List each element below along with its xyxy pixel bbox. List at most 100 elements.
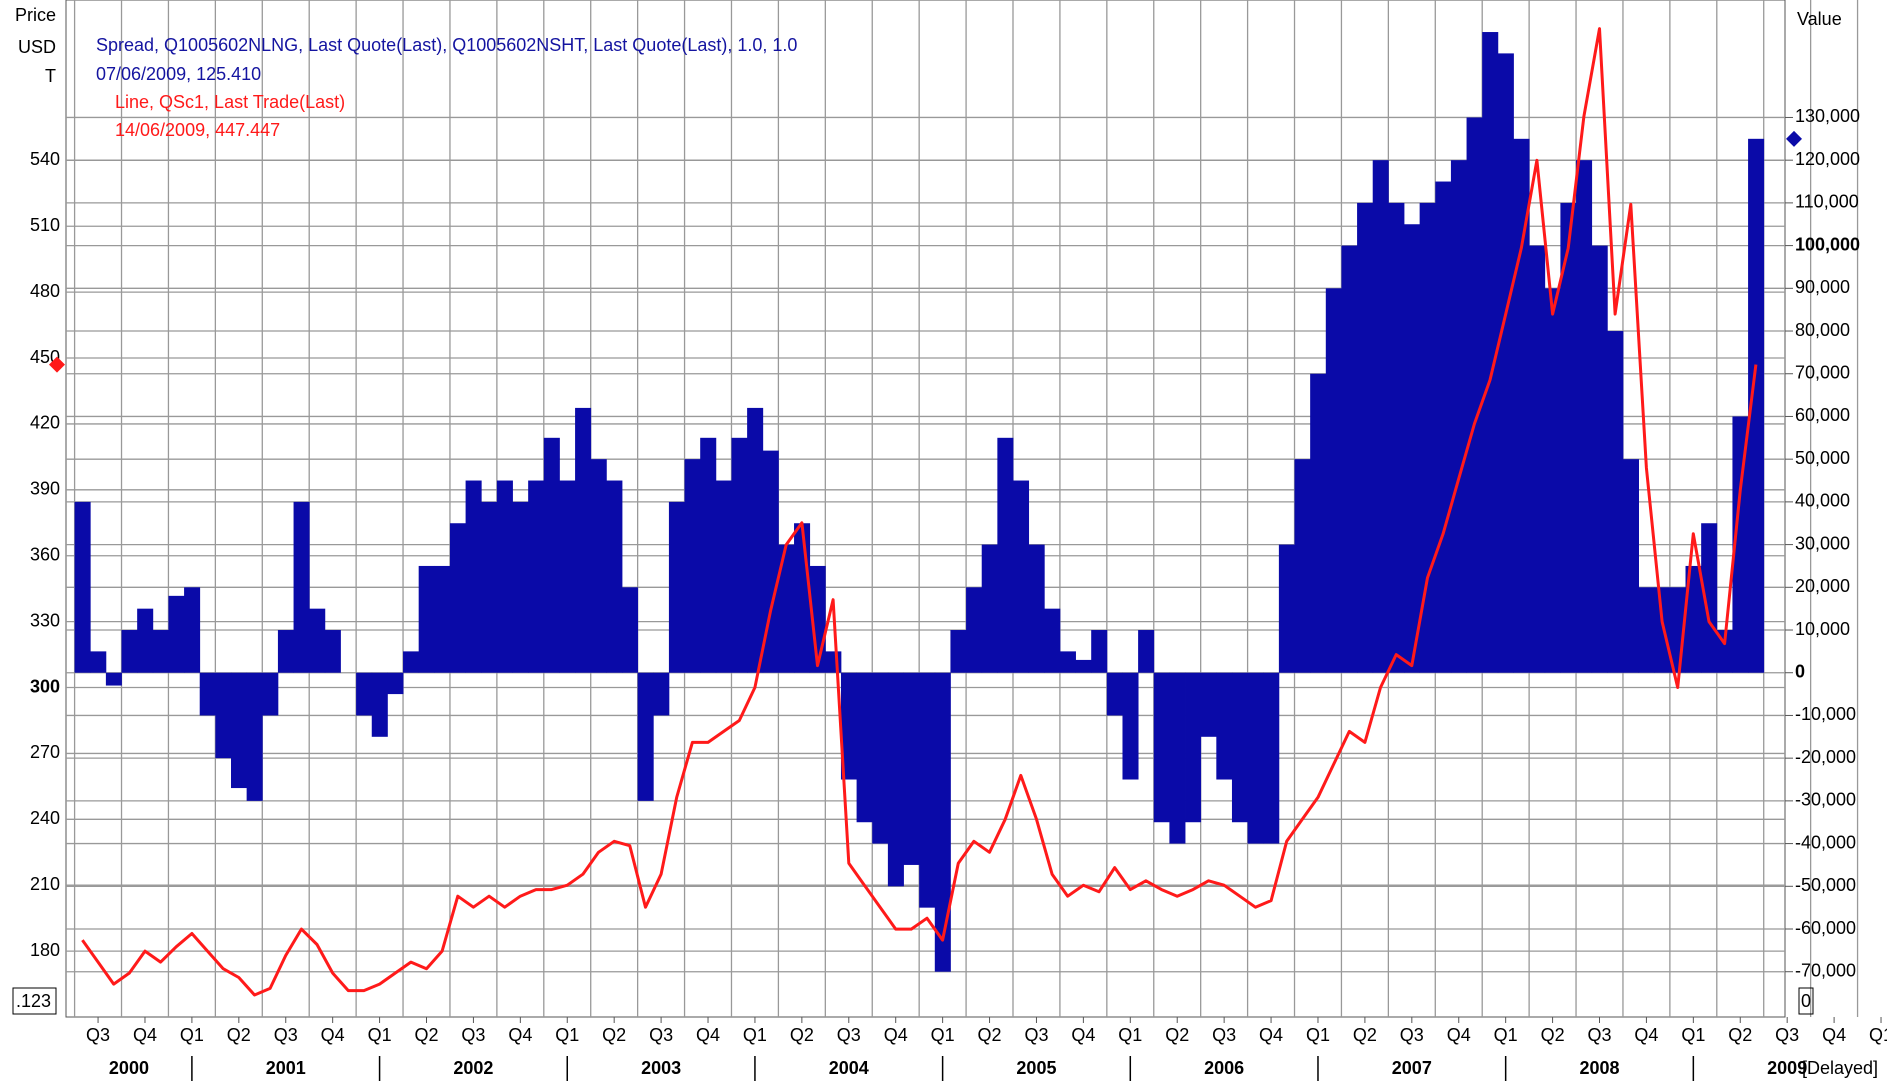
bar <box>481 501 498 673</box>
last-value-marker <box>1786 130 1802 147</box>
bar <box>590 459 607 673</box>
bar <box>465 480 482 673</box>
bar <box>496 480 513 673</box>
y2-tick-label: -70,000 <box>1795 960 1856 980</box>
y2-tick-label: 0 <box>1795 661 1805 681</box>
y-tick-label: 540 <box>30 149 60 169</box>
x-tick-label: Q4 <box>1822 1025 1846 1045</box>
bar <box>778 544 795 673</box>
y2-tick-label: 50,000 <box>1795 448 1850 468</box>
bar <box>356 672 373 716</box>
x-tick-label: Q3 <box>837 1025 861 1045</box>
bar <box>293 501 310 673</box>
bar <box>1482 32 1499 673</box>
year-label: 2000 <box>109 1058 149 1078</box>
y2-tick-label: 100,000 <box>1795 234 1860 254</box>
y-tick-label: 510 <box>30 215 60 235</box>
bar <box>575 407 592 673</box>
x-tick-label: Q4 <box>884 1025 908 1045</box>
bar <box>950 630 967 673</box>
bar <box>1310 373 1327 673</box>
bar <box>90 651 107 673</box>
bar <box>903 672 920 865</box>
bar <box>1357 202 1374 673</box>
y-tick-label: 300 <box>30 676 60 696</box>
bar <box>1138 630 1155 673</box>
y2-tick-label: 120,000 <box>1795 149 1860 169</box>
year-label: 2001 <box>266 1058 306 1078</box>
bar <box>309 608 326 673</box>
y-axis-label: Price <box>15 5 56 25</box>
corner-left: .123 <box>16 991 51 1011</box>
x-tick-label: Q4 <box>1259 1025 1283 1045</box>
x-tick-label: Q4 <box>1634 1025 1658 1045</box>
bar <box>1169 672 1186 844</box>
bar <box>152 630 169 673</box>
bar <box>1622 459 1639 673</box>
bar <box>1450 160 1467 673</box>
year-label: 2003 <box>641 1058 681 1078</box>
bar <box>1122 672 1139 780</box>
x-tick-label: Q1 <box>1118 1025 1142 1045</box>
series-last: 07/06/2009, 125.410 <box>96 64 261 84</box>
bar <box>231 672 248 789</box>
bar <box>622 587 639 673</box>
bar <box>1075 659 1092 673</box>
bar <box>794 523 811 673</box>
y2-tick-label: 80,000 <box>1795 320 1850 340</box>
y2-tick-label: -20,000 <box>1795 747 1856 767</box>
bar <box>747 407 764 673</box>
x-tick-label: Q3 <box>1587 1025 1611 1045</box>
bar <box>199 672 216 716</box>
bar <box>1497 53 1514 673</box>
y-tick-label: 240 <box>30 808 60 828</box>
bar <box>543 437 560 673</box>
bar <box>1685 565 1702 673</box>
year-label: 2008 <box>1579 1058 1619 1078</box>
bar <box>1748 138 1765 673</box>
x-tick-label: Q1 <box>1494 1025 1518 1045</box>
bar <box>121 630 138 673</box>
x-tick-label: Q2 <box>790 1025 814 1045</box>
bar <box>1059 651 1076 673</box>
x-tick-label: Q2 <box>1728 1025 1752 1045</box>
bar <box>1591 245 1608 673</box>
bar <box>512 501 529 673</box>
line <box>81 27 1758 997</box>
y-axis-label: USD <box>18 37 56 57</box>
x-tick-label: Q4 <box>696 1025 720 1045</box>
bar <box>1044 608 1061 673</box>
bar <box>997 437 1014 673</box>
bar <box>1325 288 1342 673</box>
bar <box>1607 331 1624 673</box>
x-tick-label: Q3 <box>1024 1025 1048 1045</box>
x-tick-label: Q1 <box>1869 1025 1887 1045</box>
x-tick-label: Q1 <box>555 1025 579 1045</box>
y2-tick-label: 40,000 <box>1795 491 1850 511</box>
bar <box>1466 117 1483 673</box>
x-tick-label: Q1 <box>180 1025 204 1045</box>
x-tick-label: Q3 <box>274 1025 298 1045</box>
bar <box>1247 672 1264 844</box>
bar <box>277 630 294 673</box>
y2-tick-label: 30,000 <box>1795 533 1850 553</box>
last-value-marker <box>49 356 65 373</box>
series-last: 14/06/2009, 447.447 <box>115 120 280 140</box>
y2-tick-label: 20,000 <box>1795 576 1850 596</box>
x-tick-label: Q3 <box>1775 1025 1799 1045</box>
status: [Delayed] <box>1802 1058 1878 1078</box>
bar <box>1654 587 1671 673</box>
bar <box>856 672 873 823</box>
x-tick-label: Q2 <box>602 1025 626 1045</box>
bar <box>262 672 279 716</box>
bar <box>434 565 451 673</box>
bar <box>1341 245 1358 673</box>
bar <box>1106 672 1123 716</box>
y2-tick-label: -60,000 <box>1795 918 1856 938</box>
y2-tick-label: 110,000 <box>1795 192 1859 212</box>
y-axis-label: T <box>45 66 56 86</box>
bar <box>981 544 998 673</box>
year-label: 2006 <box>1204 1058 1244 1078</box>
bar <box>246 672 263 801</box>
